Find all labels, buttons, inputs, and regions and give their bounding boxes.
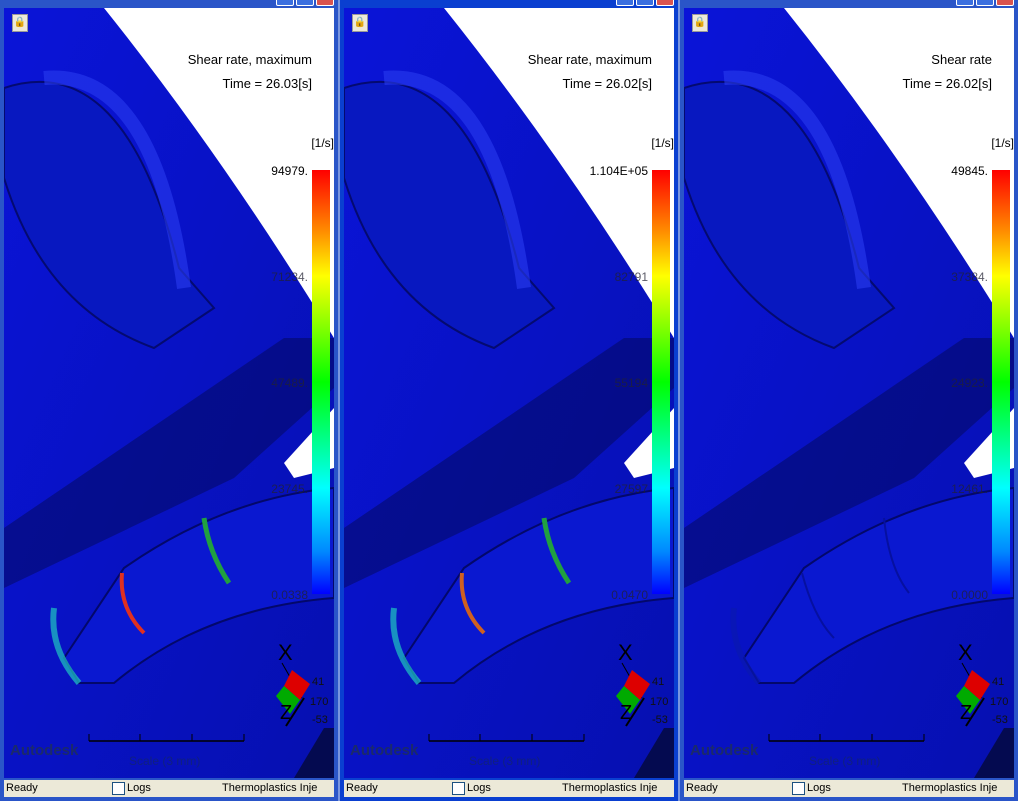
- window-controls: [616, 0, 674, 6]
- legend-label: 1.104E+05: [589, 164, 648, 178]
- view-angle-2: 170: [990, 696, 1009, 708]
- result-window-2[interactable]: 🔒 Shear rate, maximum Time = 26.02[s] [1…: [340, 0, 678, 801]
- maximize-button[interactable]: [636, 0, 654, 6]
- color-legend-bar: [652, 170, 670, 594]
- result-time: Time = 26.03[s]: [222, 76, 312, 91]
- logs-checkbox[interactable]: [112, 782, 125, 795]
- legend-label: 27597: [614, 482, 648, 496]
- axis-x-label: X: [618, 640, 633, 665]
- view-angle-1: 41: [992, 676, 1005, 688]
- color-legend-bar: [992, 170, 1010, 594]
- model-viewport[interactable]: 🔒 Shear rate, maximum Time = 26.02[s] [1…: [344, 8, 674, 778]
- view-angle-2: 170: [310, 696, 329, 708]
- scale-label: Scale (3 mm): [469, 754, 541, 768]
- view-angle-3: -53: [652, 714, 668, 726]
- module-label: Thermoplastics Inje: [562, 782, 658, 794]
- legend-label: 47489.: [271, 376, 308, 390]
- result-title: Shear rate: [931, 52, 992, 67]
- module-label: Thermoplastics Inje: [222, 782, 318, 794]
- axis-z-label: Z: [960, 702, 973, 724]
- autodesk-logo: Autodesk: [690, 742, 759, 759]
- legend-label: 49845.: [951, 164, 988, 178]
- logs-checkbox[interactable]: [792, 782, 805, 795]
- view-angle-1: 41: [652, 676, 665, 688]
- model-render: [4, 8, 334, 778]
- view-angle-3: -53: [312, 714, 328, 726]
- lock-icon[interactable]: 🔒: [692, 14, 708, 32]
- model-render: [344, 8, 674, 778]
- minimize-button[interactable]: [616, 0, 634, 6]
- status-ready: Ready: [686, 782, 718, 794]
- lock-icon[interactable]: 🔒: [12, 14, 28, 32]
- orientation-triad: [276, 662, 310, 727]
- close-button[interactable]: [996, 0, 1014, 6]
- scale-label: Scale (3 mm): [129, 754, 201, 768]
- autodesk-logo: Autodesk: [350, 742, 419, 759]
- legend-label: 55194: [614, 376, 648, 390]
- legend-unit: [1/s]: [651, 136, 674, 150]
- axis-x-label: X: [278, 640, 293, 665]
- status-bar: Ready Logs Thermoplastics Inje: [4, 780, 334, 797]
- window-controls: [956, 0, 1014, 6]
- view-angle-2: 170: [650, 696, 669, 708]
- result-time: Time = 26.02[s]: [562, 76, 652, 91]
- model-render: [684, 8, 1014, 778]
- axis-z-label: Z: [280, 702, 293, 724]
- maximize-button[interactable]: [976, 0, 994, 6]
- legend-label: 37384.: [951, 270, 988, 284]
- result-window-3[interactable]: 🔒 Shear rate Time = 26.02[s] [1/s] 49845…: [680, 0, 1018, 801]
- legend-label: 71234.: [271, 270, 308, 284]
- legend-label: 24923.: [951, 376, 988, 390]
- minimize-button[interactable]: [956, 0, 974, 6]
- result-title: Shear rate, maximum: [527, 52, 652, 67]
- logs-label: Logs: [127, 782, 151, 794]
- view-angle-1: 41: [312, 676, 325, 688]
- status-bar: Ready Logs Thermoplastics Inje: [684, 780, 1014, 797]
- legend-unit: [1/s]: [311, 136, 334, 150]
- axis-x-label: X: [958, 640, 973, 665]
- legend-label: 0.0338: [271, 588, 308, 602]
- legend-label: 0.0000: [951, 588, 988, 602]
- maximize-button[interactable]: [296, 0, 314, 6]
- legend-unit: [1/s]: [991, 136, 1014, 150]
- legend-label: 94979.: [271, 164, 308, 178]
- status-bar: Ready Logs Thermoplastics Inje: [344, 780, 674, 797]
- logs-checkbox[interactable]: [452, 782, 465, 795]
- status-ready: Ready: [346, 782, 378, 794]
- legend-label: 23745.: [271, 482, 308, 496]
- orientation-triad: [616, 662, 650, 727]
- color-legend-bar: [312, 170, 330, 594]
- minimize-button[interactable]: [276, 0, 294, 6]
- legend-label: 0.0470: [611, 588, 648, 602]
- axis-z-label: Z: [620, 702, 633, 724]
- result-window-1[interactable]: 🔒 Shear rate, maximum Time = 26.03[s] [1…: [0, 0, 338, 801]
- autodesk-logo: Autodesk: [10, 742, 79, 759]
- logs-label: Logs: [807, 782, 831, 794]
- legend-label: 82791: [614, 270, 648, 284]
- legend-label: 12461.: [951, 482, 988, 496]
- view-angle-3: -53: [992, 714, 1008, 726]
- orientation-triad: [956, 662, 990, 727]
- module-label: Thermoplastics Inje: [902, 782, 998, 794]
- window-controls: [276, 0, 334, 6]
- result-title: Shear rate, maximum: [187, 52, 312, 67]
- close-button[interactable]: [656, 0, 674, 6]
- close-button[interactable]: [316, 0, 334, 6]
- model-viewport[interactable]: 🔒 Shear rate, maximum Time = 26.03[s] [1…: [4, 8, 334, 778]
- lock-icon[interactable]: 🔒: [352, 14, 368, 32]
- status-ready: Ready: [6, 782, 38, 794]
- logs-label: Logs: [467, 782, 491, 794]
- model-viewport[interactable]: 🔒 Shear rate Time = 26.02[s] [1/s] 49845…: [684, 8, 1014, 778]
- scale-label: Scale (3 mm): [809, 754, 881, 768]
- result-time: Time = 26.02[s]: [902, 76, 992, 91]
